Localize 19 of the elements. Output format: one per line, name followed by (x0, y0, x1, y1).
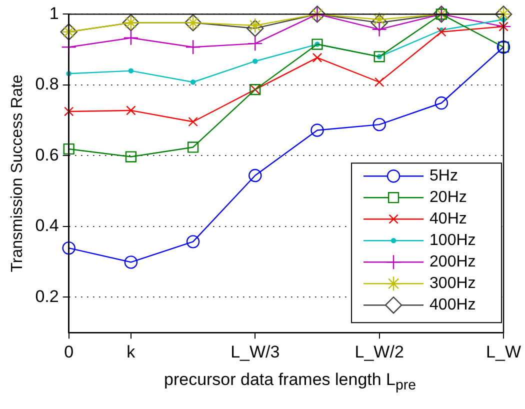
y-tick-label: 0.4 (35, 216, 59, 236)
legend-label: 20Hz (430, 189, 467, 206)
y-tick-label: 1 (49, 4, 59, 23)
legend-label: 100Hz (430, 232, 476, 250)
legend-label: 200Hz (430, 254, 476, 271)
x-axis-title: precursor data frames length L$_{pre}$ (163, 370, 417, 394)
x-tick-label: L_W/3 (230, 342, 280, 362)
x-tick-label: k (126, 342, 136, 362)
x-tick-label: 0 (64, 342, 74, 362)
x-tick-label: L_W (486, 342, 522, 362)
legend-label: 400Hz (430, 296, 476, 314)
legend-label: 5Hz (430, 168, 458, 185)
legend-label: 40Hz (430, 210, 467, 228)
y-axis-title: Transmission Success Rate (9, 74, 26, 272)
y-tick-label: 0.8 (35, 74, 59, 94)
y-tick-label: 0.2 (35, 286, 59, 306)
legend-label: 300Hz (430, 275, 476, 292)
y-tick-label: 0.6 (35, 145, 59, 164)
x-tick-label: L_W/2 (354, 342, 404, 362)
